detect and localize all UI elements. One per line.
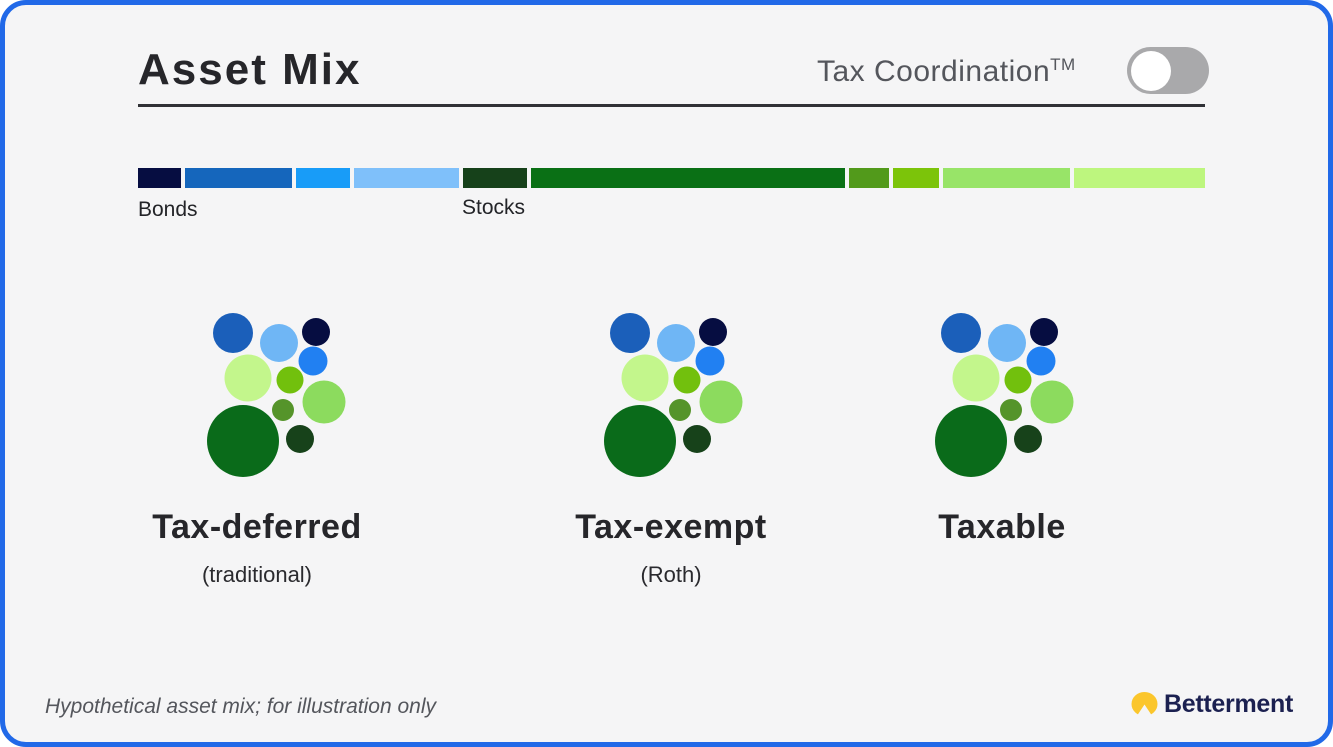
bubble-cluster xyxy=(207,313,346,477)
bubble-cluster xyxy=(935,313,1074,477)
bubble-8 xyxy=(935,405,1007,477)
bubble-3 xyxy=(695,346,725,376)
bubble-7 xyxy=(669,399,691,421)
cluster-taxable: Taxable xyxy=(877,300,1127,562)
cluster-title: Tax-deferred xyxy=(152,508,362,546)
bubble-8 xyxy=(207,405,279,477)
bar-segment-stock-olive xyxy=(848,168,889,188)
allocation-bar xyxy=(138,168,1205,188)
bar-segment-bond-navy xyxy=(138,168,181,188)
cluster-subtitle: (Roth) xyxy=(640,562,702,587)
bar-segment-bond-light-blue xyxy=(353,168,460,188)
bar-segment-stock-light-green xyxy=(942,168,1071,188)
cluster-title: Taxable xyxy=(938,508,1066,546)
bubble-1 xyxy=(988,324,1026,362)
bubble-9 xyxy=(1014,425,1042,453)
page-title: Asset Mix xyxy=(138,45,362,94)
cluster-tax-deferred: Tax-deferred (traditional) xyxy=(132,300,382,588)
bubble-0 xyxy=(213,313,253,353)
stocks-label: Stocks xyxy=(462,196,526,219)
bar-segment-bond-blue xyxy=(184,168,292,188)
tax-coordination-text: Tax Coordination xyxy=(817,55,1051,88)
bubble-6 xyxy=(699,380,743,424)
bubble-4 xyxy=(621,354,669,402)
bubble-2 xyxy=(1030,318,1058,346)
bar-segment-stock-pale-green xyxy=(1074,168,1205,188)
disclaimer-text: Hypothetical asset mix; for illustration… xyxy=(45,695,436,718)
betterment-mark-icon xyxy=(1131,692,1158,717)
bubble-1 xyxy=(260,324,298,362)
bubble-0 xyxy=(941,313,981,353)
cluster-title: Tax-exempt xyxy=(575,508,767,546)
bubble-4 xyxy=(952,354,1000,402)
bubble-5 xyxy=(673,366,701,394)
betterment-logo: Betterment xyxy=(1131,690,1293,719)
toggle-knob-icon xyxy=(1131,50,1171,91)
bubble-6 xyxy=(302,380,346,424)
bubble-7 xyxy=(1000,399,1022,421)
cluster-subtitle: (traditional) xyxy=(201,562,313,587)
bubble-3 xyxy=(298,346,328,376)
bubble-cluster xyxy=(604,313,743,477)
bubble-9 xyxy=(286,425,314,453)
bubble-3 xyxy=(1026,346,1056,376)
bubble-6 xyxy=(1030,380,1074,424)
bonds-label: Bonds xyxy=(138,198,198,221)
cluster-tax-exempt: Tax-exempt (Roth) xyxy=(546,300,796,588)
tax-coordination-label: Tax CoordinationTM xyxy=(817,55,1076,89)
bubble-5 xyxy=(276,366,304,394)
bubble-2 xyxy=(699,318,727,346)
trademark-symbol: TM xyxy=(1050,55,1076,74)
bubble-5 xyxy=(1004,366,1032,394)
bar-segment-stock-green xyxy=(531,168,845,188)
bubble-1 xyxy=(657,324,695,362)
bubble-2 xyxy=(302,318,330,346)
header-divider xyxy=(138,104,1205,107)
betterment-wordmark: Betterment xyxy=(1164,690,1293,718)
tax-coordination-toggle[interactable] xyxy=(1127,47,1209,94)
bubble-0 xyxy=(610,313,650,353)
bar-segment-stock-dark-forest xyxy=(463,168,528,188)
bubble-4 xyxy=(224,354,272,402)
bubble-7 xyxy=(272,399,294,421)
bar-segment-stock-yellow-green xyxy=(892,168,939,188)
bubble-8 xyxy=(604,405,676,477)
bar-segment-bond-bright-blue xyxy=(295,168,350,188)
bubble-9 xyxy=(683,425,711,453)
